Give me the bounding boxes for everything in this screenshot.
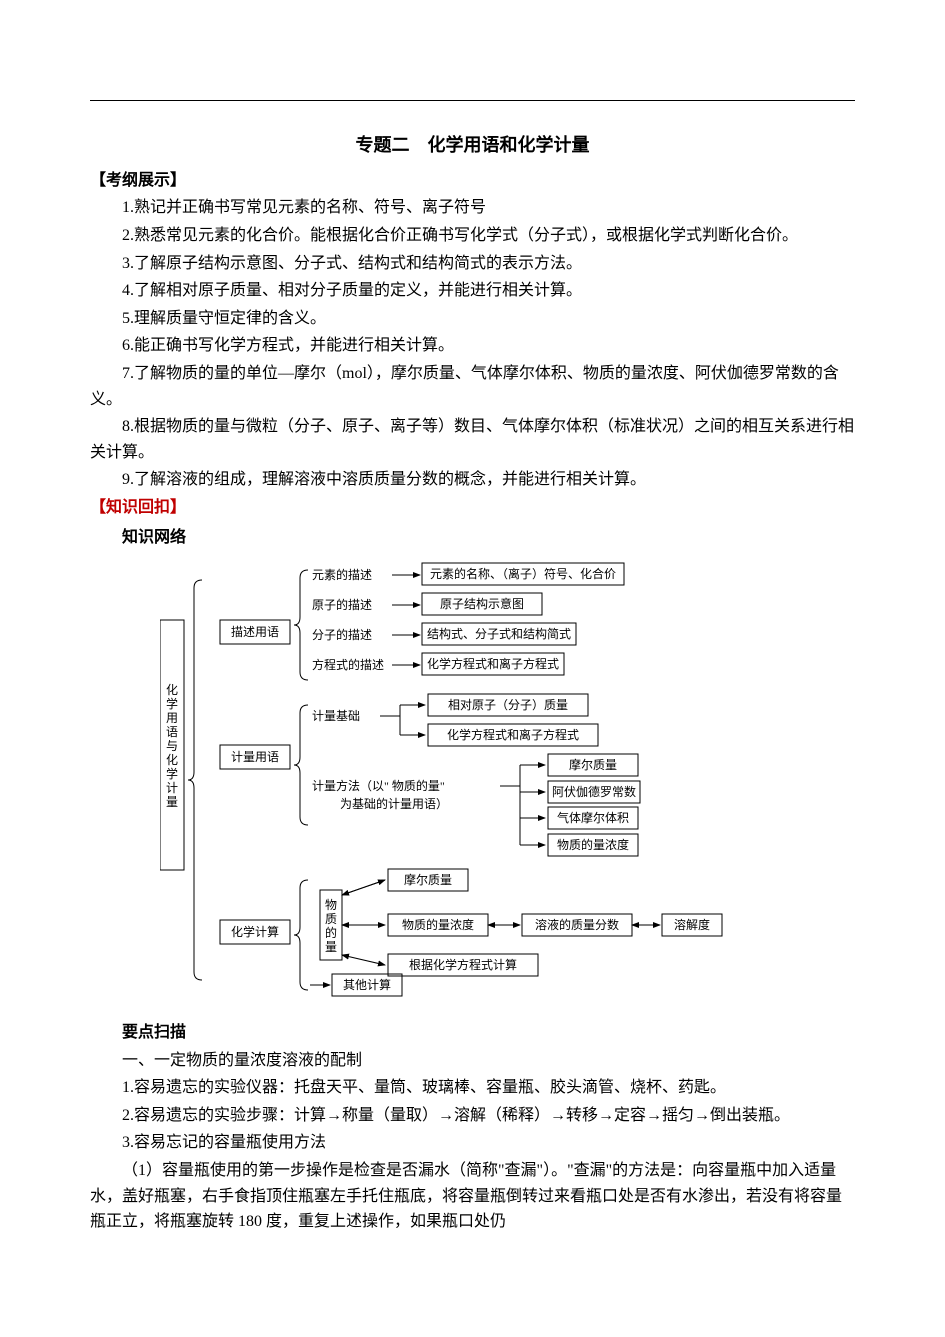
svg-text:相对原子（分子）质量: 相对原子（分子）质量 — [448, 698, 568, 712]
svg-text:量: 量 — [166, 795, 178, 809]
svg-text:计: 计 — [166, 781, 178, 795]
svg-text:学: 学 — [166, 766, 178, 781]
svg-text:其他计算: 其他计算 — [343, 977, 391, 992]
svg-text:用: 用 — [166, 711, 178, 725]
svg-text:量: 量 — [325, 940, 337, 954]
kaogang-item: 5.理解质量守恒定律的含义。 — [90, 306, 855, 332]
yaodian-line: 3.容易忘记的容量瓶使用方法 — [90, 1130, 855, 1156]
svg-text:气体摩尔体积: 气体摩尔体积 — [557, 810, 629, 825]
svg-text:化学方程式和离子方程式: 化学方程式和离子方程式 — [447, 727, 579, 742]
yaodian-line: （1）容量瓶使用的第一步操作是检查是否漏水（简称"查漏"）。"查漏"的方法是：向… — [90, 1158, 855, 1235]
kaogang-item: 9.了解溶液的组成，理解溶液中溶质质量分数的概念，并能进行相关计算。 — [90, 467, 855, 493]
svg-text:化: 化 — [166, 683, 178, 697]
kaogang-item: 6.能正确书写化学方程式，并能进行相关计算。 — [90, 333, 855, 359]
svg-text:原子的描述: 原子的描述 — [312, 597, 372, 612]
svg-text:元素的名称、（离子）符号、化合价: 元素的名称、（离子）符号、化合价 — [430, 566, 616, 581]
svg-text:化学计算: 化学计算 — [231, 924, 279, 939]
yaodian-line: 2.容易遗忘的实验步骤：计算→称量（量取）→溶解（稀释）→转移→定容→摇匀→倒出… — [90, 1103, 855, 1129]
diagram-svg: 化学用语与化学计量描述用语元素的描述元素的名称、（离子）符号、化合价原子的描述原… — [160, 560, 840, 1010]
kaogang-item: 4.了解相对原子质量、相对分子质量的定义，并能进行相关计算。 — [90, 278, 855, 304]
svg-text:语: 语 — [166, 725, 178, 739]
svg-text:化学方程式和离子方程式: 化学方程式和离子方程式 — [427, 656, 559, 671]
svg-text:计量基础: 计量基础 — [312, 709, 360, 723]
svg-text:根据化学方程式计算: 根据化学方程式计算 — [409, 957, 517, 972]
document-page: 专题二 化学用语和化学计量 【考纲展示】 1.熟记并正确书写常见元素的名称、符号… — [0, 0, 945, 1297]
yaodian-heading: 要点扫描 — [90, 1020, 855, 1046]
svg-text:溶液的质量分数: 溶液的质量分数 — [535, 917, 619, 932]
kaogang-item: 8.根据物质的量与微粒（分子、原子、离子等）数目、气体摩尔体积（标准状况）之间的… — [90, 414, 855, 465]
svg-text:物质的量浓度: 物质的量浓度 — [402, 917, 474, 932]
svg-text:为基础的计量用语）: 为基础的计量用语） — [340, 796, 448, 811]
svg-text:溶解度: 溶解度 — [674, 917, 710, 932]
svg-text:结构式、分子式和结构简式: 结构式、分子式和结构简式 — [427, 626, 571, 641]
yaodian-sub: 一、一定物质的量浓度溶液的配制 — [90, 1048, 855, 1074]
svg-text:描述用语: 描述用语 — [231, 625, 279, 639]
yaodian-line: 1.容易遗忘的实验仪器：托盘天平、量筒、玻璃棒、容量瓶、胶头滴管、烧杯、药匙。 — [90, 1075, 855, 1101]
svg-text:的: 的 — [325, 925, 337, 940]
svg-text:元素的描述: 元素的描述 — [312, 567, 372, 582]
kaogang-heading: 【考纲展示】 — [90, 168, 855, 194]
kaogang-item: 7.了解物质的量的单位—摩尔（mol），摩尔质量、气体摩尔体积、物质的量浓度、阿… — [90, 361, 855, 412]
svg-text:计量用语: 计量用语 — [231, 750, 279, 764]
svg-text:方程式的描述: 方程式的描述 — [312, 657, 384, 672]
zhishi-net-heading: 知识网络 — [90, 525, 855, 551]
svg-text:化: 化 — [166, 753, 178, 767]
svg-text:分子的描述: 分子的描述 — [312, 627, 372, 642]
svg-text:原子结构示意图: 原子结构示意图 — [440, 596, 524, 611]
kaogang-item: 2.熟悉常见元素的化合价。能根据化合价正确书写化学式（分子式），或根据化学式判断… — [90, 223, 855, 249]
top-rule — [90, 100, 855, 101]
svg-text:物: 物 — [325, 898, 337, 912]
kaogang-item: 1.熟记并正确书写常见元素的名称、符号、离子符号 — [90, 195, 855, 221]
knowledge-network-diagram: 化学用语与化学计量描述用语元素的描述元素的名称、（离子）符号、化合价原子的描述原… — [160, 560, 855, 1010]
svg-text:计量方法（以" 物质的量": 计量方法（以" 物质的量" — [312, 778, 445, 793]
page-title: 专题二 化学用语和化学计量 — [90, 131, 855, 160]
svg-text:阿伏伽德罗常数: 阿伏伽德罗常数 — [552, 784, 636, 799]
svg-text:学: 学 — [166, 696, 178, 711]
svg-text:质: 质 — [325, 912, 337, 926]
kaogang-item: 3.了解原子结构示意图、分子式、结构式和结构简式的表示方法。 — [90, 251, 855, 277]
svg-text:物质的量浓度: 物质的量浓度 — [557, 837, 629, 852]
svg-text:摩尔质量: 摩尔质量 — [404, 872, 452, 887]
zhishi-heading: 【知识回扣】 — [90, 495, 855, 521]
svg-text:摩尔质量: 摩尔质量 — [569, 757, 617, 772]
svg-text:与: 与 — [166, 739, 178, 753]
